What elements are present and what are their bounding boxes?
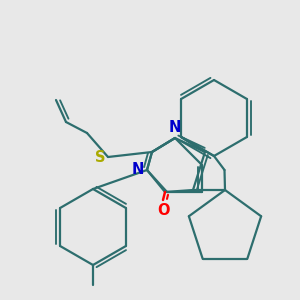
Text: O: O: [157, 203, 169, 218]
Text: N: N: [169, 120, 181, 135]
Text: N: N: [132, 163, 144, 178]
Text: S: S: [94, 149, 105, 164]
